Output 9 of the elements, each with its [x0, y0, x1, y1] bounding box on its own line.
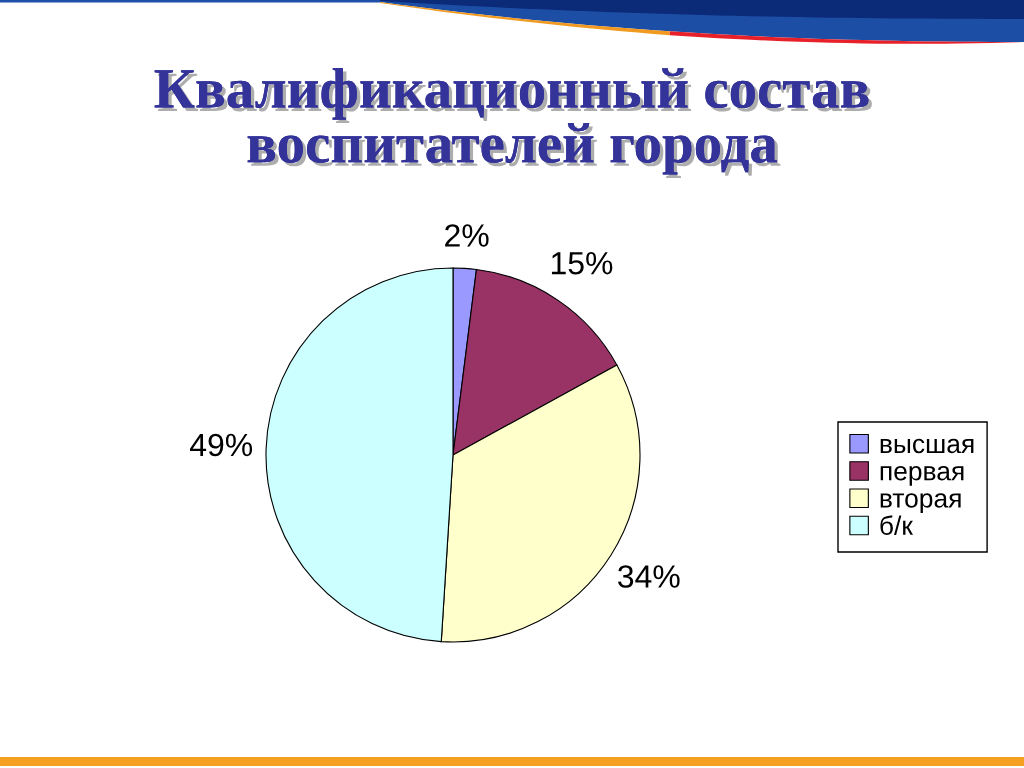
chart-title: Квалификационный состав воспитателей города: [154, 68, 872, 178]
data-label: 15%: [551, 252, 613, 275]
legend-label: первая: [880, 466, 964, 486]
legend-label: б/к: [880, 515, 914, 535]
data-label: 49%: [190, 433, 253, 457]
data-label: 34%: [618, 565, 680, 588]
legend-label: высшая: [880, 438, 974, 454]
data-label: 2%: [445, 224, 489, 247]
legend-label: вторая: [880, 493, 961, 513]
